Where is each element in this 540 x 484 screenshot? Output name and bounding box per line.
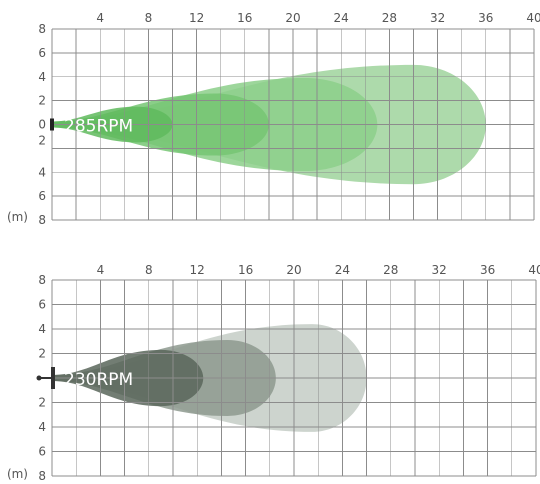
y-tick-label: 4 <box>38 420 46 434</box>
y-tick-label: 6 <box>38 189 46 203</box>
y-tick-label: 4 <box>38 165 46 179</box>
unit-label: (m) <box>7 210 28 224</box>
rpm-label: 285RPM <box>64 117 133 137</box>
x-tick-label: 16 <box>237 11 252 25</box>
x-tick-label: 4 <box>96 11 104 25</box>
x-tick-label: 32 <box>432 263 447 277</box>
x-tick-label: 20 <box>285 11 300 25</box>
x-tick-label: 28 <box>382 11 397 25</box>
x-tick-label: 12 <box>190 263 205 277</box>
x-tick-label: 24 <box>334 11 349 25</box>
x-tick-label: 36 <box>478 11 493 25</box>
x-tick-label: 4 <box>97 263 105 277</box>
grid <box>51 28 535 221</box>
x-tick-label: 12 <box>189 11 204 25</box>
y-tick-label: 2 <box>38 94 46 108</box>
x-tick-label: 8 <box>145 263 153 277</box>
y-tick-label: 8 <box>38 22 46 36</box>
x-tick-label: 40 <box>526 11 540 25</box>
y-tick-label: 2 <box>38 134 46 148</box>
x-tick-label: 40 <box>528 263 540 277</box>
y-tick-label: 4 <box>38 322 46 336</box>
unit-label: (m) <box>7 467 28 481</box>
x-tick-label: 8 <box>145 11 153 25</box>
x-tick-label: 36 <box>480 263 495 277</box>
x-tick-label: 16 <box>238 263 253 277</box>
y-tick-label: 8 <box>38 273 46 287</box>
y-tick-label: 8 <box>38 469 46 483</box>
rpm-label: 230RPM <box>64 370 133 390</box>
fixture-icon <box>50 118 54 131</box>
fixture-icon <box>36 367 55 389</box>
x-tick-label: 24 <box>335 263 350 277</box>
grid <box>51 279 537 477</box>
y-tick-label: 8 <box>38 213 46 227</box>
y-tick-label: 2 <box>38 396 46 410</box>
x-tick-label: 20 <box>286 263 301 277</box>
y-tick-label: 0 <box>38 118 46 132</box>
x-tick-label: 28 <box>383 263 398 277</box>
y-tick-label: 2 <box>38 347 46 361</box>
y-tick-label: 6 <box>38 445 46 459</box>
y-tick-label: 6 <box>38 46 46 60</box>
y-tick-label: 6 <box>38 298 46 312</box>
x-tick-label: 32 <box>430 11 445 25</box>
y-tick-label: 4 <box>38 70 46 84</box>
